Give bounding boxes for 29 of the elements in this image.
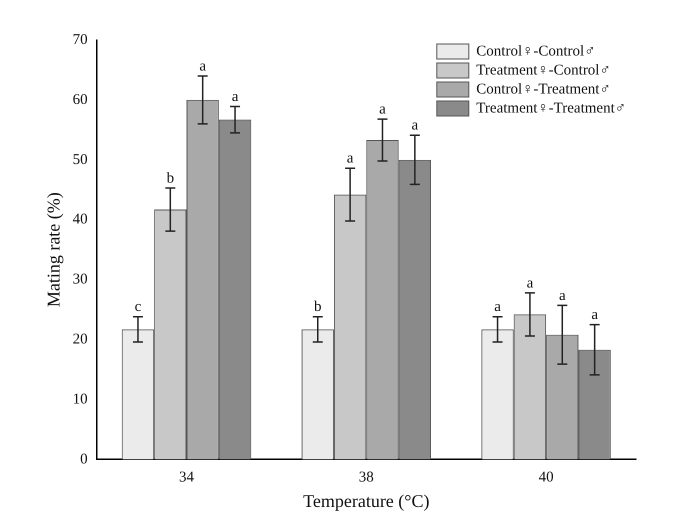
annotation: a: [558, 288, 566, 304]
annotation: a: [379, 102, 386, 118]
annotation: a: [591, 307, 598, 324]
annotation: a: [494, 299, 502, 316]
annotation: b: [166, 170, 174, 186]
y-tick-label: 70: [72, 32, 88, 48]
y-tick-label: 60: [72, 92, 88, 108]
y-axis-title: Mating rate (%): [44, 192, 64, 308]
y-tick-label: 30: [72, 272, 88, 288]
y-tick-label: 40: [72, 212, 88, 228]
legend-label: Control♀-Treatment♂: [476, 81, 611, 98]
annotation: a: [412, 118, 419, 134]
legend-label: Treatment♀-Treatment♂: [476, 100, 626, 116]
x-tick-label: 34: [179, 469, 194, 486]
x-axis-title: Temperature (°C): [303, 490, 430, 511]
annotation: c: [134, 299, 142, 316]
legend-label: Control♀-Control♂: [476, 43, 596, 60]
annotation: a: [232, 88, 239, 105]
annotation: a: [199, 58, 206, 74]
x-tick-label: 40: [538, 469, 554, 486]
legend-label: Treatment♀-Control♂: [476, 62, 611, 78]
y-tick-label: 10: [72, 391, 88, 408]
y-tick-label: 50: [72, 152, 88, 168]
annotation: a: [526, 275, 534, 292]
y-tick-label: 0: [80, 451, 88, 468]
x-tick-label: 38: [358, 469, 374, 486]
annotation: a: [346, 150, 354, 167]
y-tick-label: 20: [72, 332, 88, 348]
annotation: b: [314, 299, 322, 316]
